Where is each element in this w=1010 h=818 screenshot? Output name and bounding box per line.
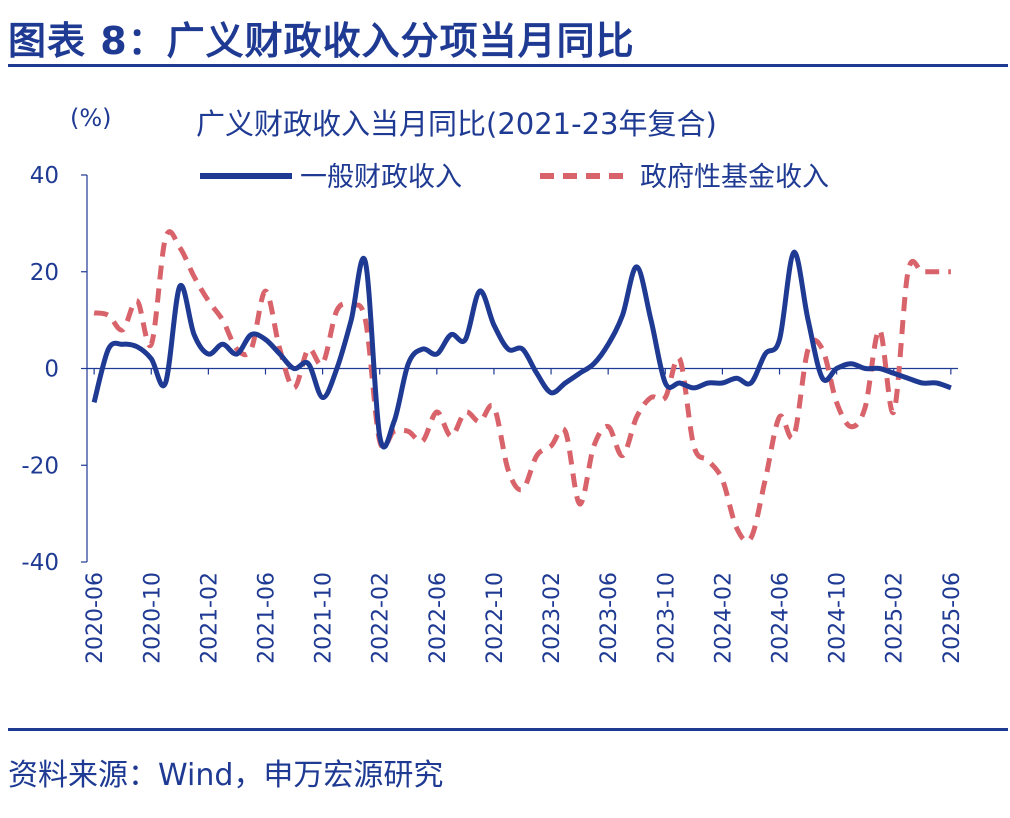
- series-line-fund-revenue: [93, 229, 951, 544]
- x-tick-label: 2020-10: [140, 572, 165, 664]
- x-tick-label: 2024-10: [826, 572, 851, 664]
- y-tick-label: -40: [21, 550, 59, 576]
- x-tick-label: 2024-02: [711, 572, 736, 664]
- series-layer: [91, 229, 952, 544]
- legend: 一般财政收入 政府性基金收入: [200, 162, 829, 193]
- bottom-divider: [8, 728, 1008, 731]
- figure-title: 图表 8：广义财政收入分项当月同比: [8, 19, 635, 63]
- x-tick-label: 2025-06: [940, 572, 965, 664]
- legend-label: 一般财政收入: [300, 162, 462, 193]
- y-tick-label: 40: [30, 163, 59, 189]
- x-tick-label: 2022-02: [369, 572, 394, 664]
- x-tick-label: 2021-06: [254, 572, 279, 664]
- y-axis-unit: (%): [70, 104, 112, 132]
- x-tick-label: 2021-02: [197, 572, 222, 664]
- x-tick-label: 2025-02: [883, 572, 908, 664]
- x-tick-label: 2022-06: [426, 572, 451, 664]
- x-tick-label: 2021-10: [312, 572, 337, 664]
- source-note: 资料来源：Wind，申万宏源研究: [8, 758, 444, 793]
- x-tick-label: 2023-10: [654, 572, 679, 664]
- top-divider: [8, 64, 1008, 67]
- x-tick-label: 2020-06: [83, 572, 108, 664]
- x-tick-label: 2022-10: [483, 572, 508, 664]
- chart-title: 广义财政收入当月同比(2021-23年复合): [196, 107, 717, 141]
- y-tick-label: 0: [44, 357, 59, 383]
- y-tick-label: 20: [30, 260, 59, 286]
- x-tick-label: 2024-06: [769, 572, 794, 664]
- legend-label: 政府性基金收入: [640, 162, 829, 193]
- x-tick-label: 2023-02: [540, 572, 565, 664]
- y-tick-label: -20: [21, 453, 59, 479]
- axes: 40 20 0 -20 -40 2020-06 2020-10 2021-02 2021-06 2…: [21, 163, 964, 664]
- x-tick-label: 2023-06: [597, 572, 622, 664]
- series-line-general-revenue: [91, 249, 952, 450]
